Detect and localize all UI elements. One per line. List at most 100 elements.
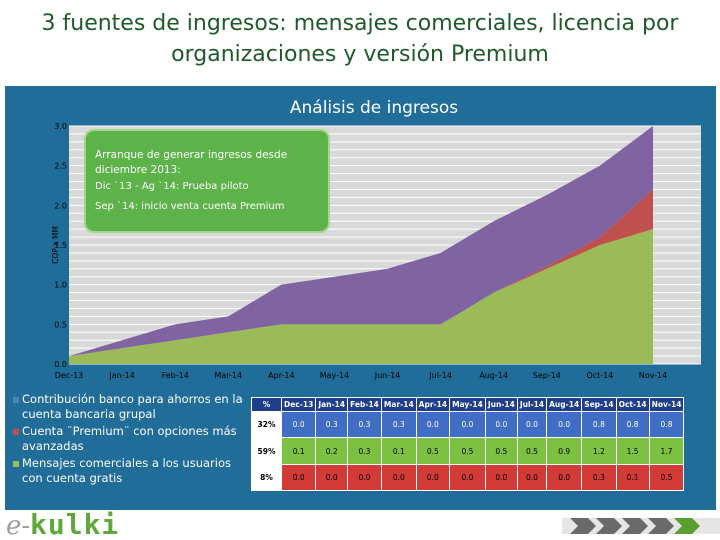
- logo-prefix: e-: [6, 511, 31, 540]
- area-series-1: [69, 189, 653, 357]
- table-cell: 1.2: [581, 437, 617, 465]
- x-tick-label: Aug-14: [479, 371, 508, 380]
- annotation-line3: Sep `14: inicio venta cuenta Premium: [95, 200, 284, 212]
- table-cell: 0.0: [415, 411, 451, 438]
- y-tick-label: 1.5: [54, 241, 67, 250]
- table-cell: 0.5: [415, 437, 451, 465]
- table-cell: 0.5: [449, 437, 486, 465]
- x-tick-label: Jul-14: [428, 371, 452, 380]
- table-header-cell: Dec-13: [280, 397, 317, 412]
- table-cell: 0.1: [280, 437, 317, 465]
- table-header-cell: Apr-14: [415, 397, 451, 412]
- table-cell: 0.0: [516, 411, 548, 438]
- table-header-cell: Mar-14: [380, 397, 417, 412]
- legend-label-messages: Mensajes comerciales a los usuarios con …: [22, 456, 231, 485]
- table-row: 8% 0.0 0.0 0.0 0.0 0.0 0.0 0.0 0.0 0.0 0.3 0.1 0.5: [251, 464, 685, 491]
- area-series-0: [69, 229, 653, 364]
- ekulki-logo: e- kulki: [6, 508, 136, 540]
- table-pct-cell: 8%: [251, 464, 282, 491]
- slide-title: 3 fuentes de ingresos: mensajes comercia…: [41, 11, 679, 67]
- table-cell: 0.2: [315, 437, 349, 465]
- table-cell: 0.3: [380, 411, 417, 438]
- table-header-cell: Jul-14: [516, 397, 548, 412]
- table-cell: 0.0: [347, 464, 382, 491]
- y-tick-label: 1.0: [54, 281, 67, 290]
- table-cell: 0.3: [581, 464, 617, 491]
- table-header-cell: Jun-14: [484, 397, 518, 412]
- legend-item-messages: Mensajes comerciales a los usuarios con …: [13, 456, 248, 486]
- y-tick-label: 3.0: [54, 122, 67, 131]
- table-cell: 0.3: [347, 411, 382, 438]
- next-chevrons-icon: [562, 518, 720, 534]
- table-cell: 0.5: [648, 464, 685, 491]
- table-cell: 0.1: [380, 437, 417, 465]
- table-header-cell: Feb-14: [347, 397, 382, 412]
- table-cell: 1.5: [615, 437, 650, 465]
- x-tick-label: Feb-14: [162, 371, 189, 380]
- x-tick-label: May-14: [320, 371, 349, 380]
- legend-item-bank: Contribución banco para ahorros en la cu…: [13, 392, 248, 422]
- svg-text:Arranque de generar ingresos d: Arranque de generar ingresos desde dicie…: [95, 149, 291, 176]
- chart-title: Análisis de ingresos: [290, 98, 458, 118]
- chart-legend: Contribución banco para ahorros en la cu…: [13, 392, 248, 488]
- table-cell: 0.0: [516, 464, 548, 491]
- table-header-cell: Aug-14: [546, 397, 583, 412]
- x-tick-label: Dec-13: [55, 371, 84, 380]
- annotation-title-line2: diciembre 2013:: [95, 164, 181, 176]
- stacked-areas: [69, 126, 653, 364]
- table-pct-cell: 32%: [251, 411, 282, 438]
- table-row: 32% 0.0 0.3 0.3 0.3 0.0 0.0 0.0 0.0 0.0 0.8 0.8 0.8: [251, 411, 685, 438]
- table-cell: 0.0: [380, 464, 417, 491]
- table-cell: 0.0: [449, 464, 486, 491]
- table-header-cell: Jan-14: [315, 397, 349, 412]
- y-tick-label: 2.0: [54, 201, 67, 210]
- table-cell: 0.3: [315, 411, 349, 438]
- logo-word: kulki: [30, 508, 120, 540]
- legend-label-bank: Contribución banco para ahorros en la cu…: [22, 392, 243, 421]
- table-cell: 0.3: [347, 437, 382, 465]
- table-pct-cell: 59%: [251, 437, 282, 465]
- table-header-cell: May-14: [449, 397, 486, 412]
- y-tick-label: 0.0: [54, 360, 67, 369]
- y-tick-label: 2.5: [54, 162, 67, 171]
- table-cell: 0.8: [581, 411, 617, 438]
- x-tick-labels: Dec-13 Jan-14 Feb-14 Mar-14 Apr-14 May-14 Jun-…: [55, 371, 668, 380]
- legend-swatch-premium: [13, 429, 19, 435]
- table-cell: 0.0: [484, 411, 518, 438]
- x-tick-label: Nov-14: [639, 371, 667, 380]
- table-cell: 1.7: [648, 437, 685, 465]
- table-cell: 0.5: [484, 437, 518, 465]
- table-header-cell: Sep-14: [581, 397, 617, 412]
- chart-panel: Análisis de ingresos COP x MM 0.0 0.5 1.0 1…: [5, 86, 716, 510]
- legend-swatch-bank: [13, 397, 19, 403]
- table-cell: 0.0: [546, 464, 583, 491]
- annotation-title-line1: Arranque de generar ingresos desde: [95, 149, 287, 161]
- annotation-line2: Dic `13 - Ag `14: Prueba piloto: [95, 180, 249, 192]
- legend-swatch-messages: [13, 461, 19, 467]
- table-header-cell: %: [251, 397, 282, 412]
- table-cell: 0.0: [415, 464, 451, 491]
- x-tick-label: Apr-14: [268, 371, 294, 380]
- table-header-cell: Oct-14: [615, 397, 650, 412]
- table-cell: 0.0: [315, 464, 349, 491]
- table-cell: 0.0: [484, 464, 518, 491]
- table-cell: 0.8: [648, 411, 685, 438]
- x-tick-label: Mar-14: [214, 371, 242, 380]
- legend-item-premium: Cuenta ¨Premium¨ con opciones más avanza…: [13, 424, 248, 454]
- table-cell: 0.8: [615, 411, 650, 438]
- x-tick-label: Sep-14: [533, 371, 561, 380]
- table-cell: 0.0: [280, 411, 317, 438]
- area-series-2: [69, 126, 653, 357]
- table-header-cell: Nov-14: [648, 397, 685, 412]
- annotation-background: [84, 129, 330, 233]
- table-header-row: % Dec-13 Jan-14 Feb-14 Mar-14 Apr-14 May-14 Jun…: [251, 397, 685, 412]
- y-tick-labels: 0.0 0.5 1.0 1.5 2.0 2.5 3.0: [54, 122, 67, 369]
- annotation-box: Arranque de generar ingresos desde dicie…: [84, 129, 330, 233]
- revenue-chart: Análisis de ingresos COP x MM 0.0 0.5 1.0 1…: [51, 98, 701, 380]
- revenue-data-table: % Dec-13 Jan-14 Feb-14 Mar-14 Apr-14 May-14 Jun…: [251, 397, 685, 491]
- y-axis-label: COP x MM: [51, 226, 60, 264]
- table-cell: 0.1: [615, 464, 650, 491]
- table-cell: 0.0: [449, 411, 486, 438]
- x-tick-label: Oct-14: [586, 371, 613, 380]
